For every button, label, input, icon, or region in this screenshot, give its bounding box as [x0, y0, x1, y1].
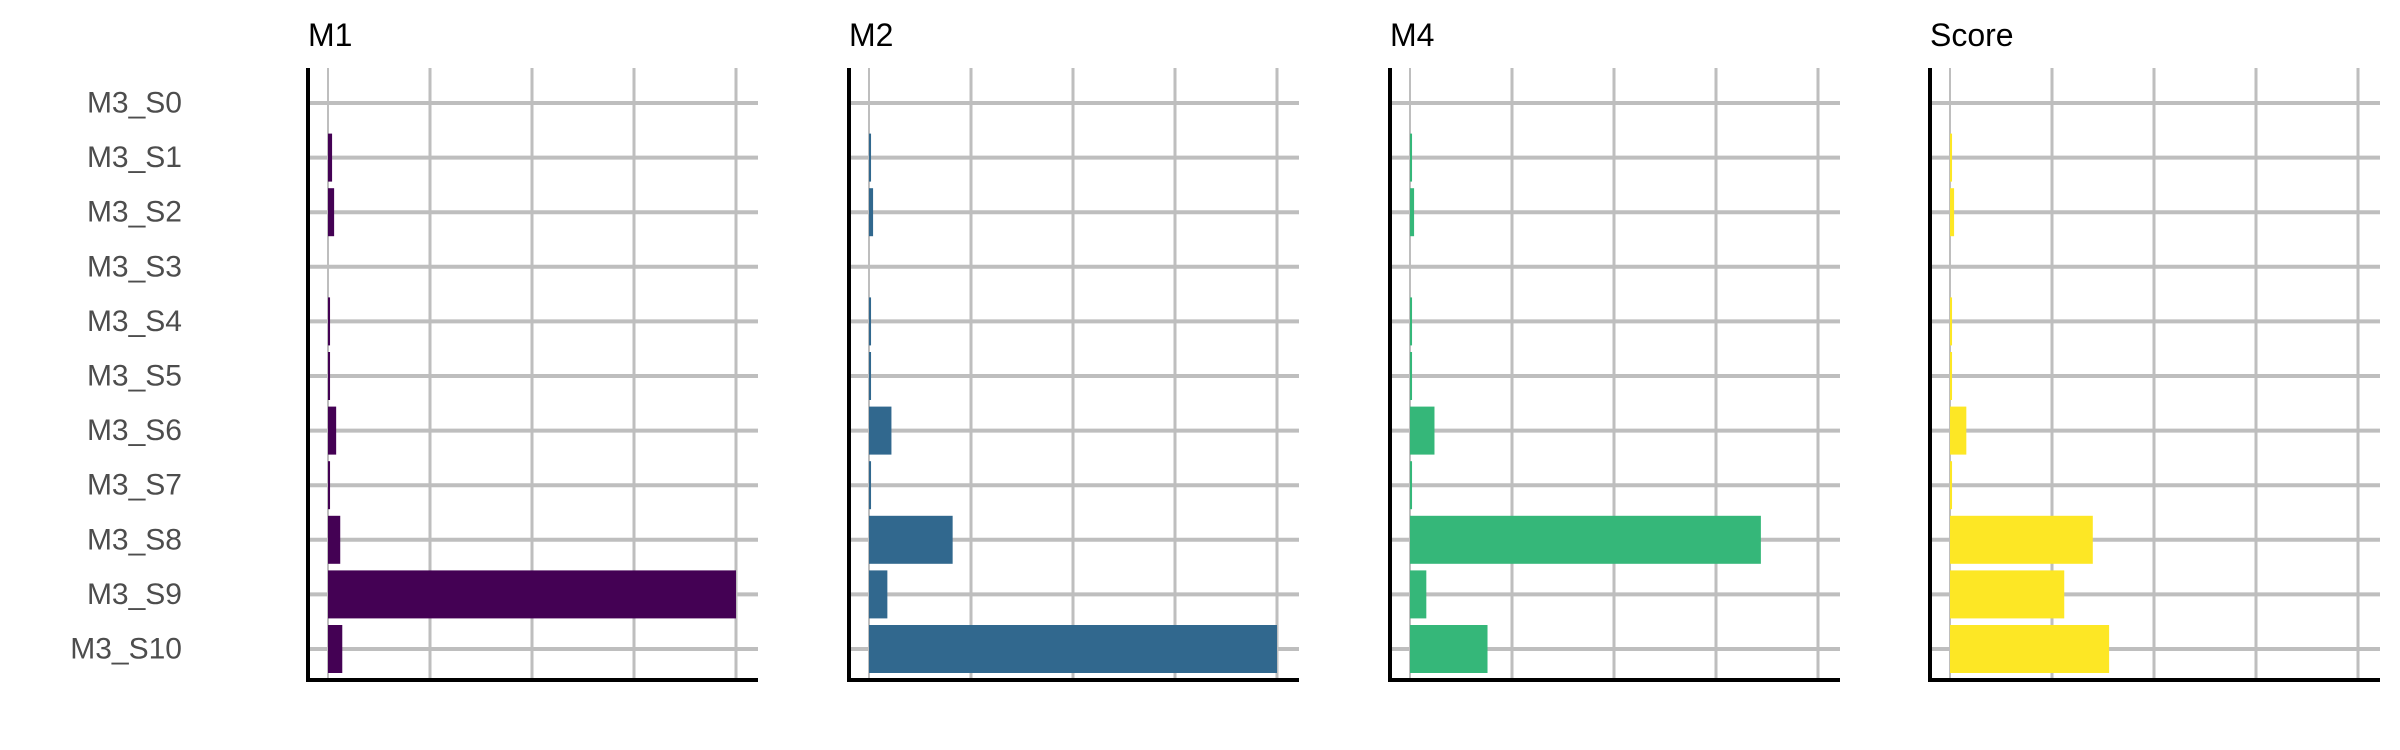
bar-m4-m3_s1 [1410, 133, 1413, 182]
panel-title: M4 [1390, 17, 1434, 53]
panel-m4: M4 [1388, 17, 1840, 682]
category-label: M3_S1 [87, 141, 182, 174]
category-label: M3_S0 [87, 87, 182, 120]
category-label: M3_S3 [87, 250, 182, 283]
bar-score-m3_s5 [1950, 352, 1953, 400]
bar-score-m3_s10 [1950, 625, 2110, 673]
panel-m2: M2 [847, 17, 1299, 682]
bar-m4-m3_s9 [1410, 570, 1427, 619]
bar-m4-m3_s10 [1410, 625, 1488, 673]
bar-score-m3_s8 [1950, 515, 2093, 564]
panel-m1: M1 [306, 17, 758, 682]
category-label: M3_S2 [87, 196, 182, 229]
bar-m4-m3_s7 [1410, 461, 1413, 510]
bar-m4-m3_s8 [1410, 515, 1761, 564]
category-label: M3_S8 [87, 523, 182, 556]
bar-m4-m3_s6 [1410, 406, 1435, 455]
bar-m2-m3_s4 [869, 297, 872, 346]
bar-m1-m3_s6 [328, 406, 337, 455]
bar-m4-m3_s2 [1410, 188, 1415, 237]
category-label: M3_S6 [87, 414, 182, 447]
panel-title: M2 [849, 17, 893, 53]
bar-m1-m3_s10 [328, 625, 343, 673]
chart-panels: M1 M2 M4 Score [306, 17, 2380, 682]
bar-m1-m3_s9 [328, 570, 736, 619]
bar-m2-m3_s1 [869, 133, 872, 182]
bar-m2-m3_s7 [869, 461, 872, 510]
bar-m1-m3_s5 [328, 352, 331, 400]
bar-m2-m3_s5 [869, 352, 872, 400]
bar-m2-m3_s6 [869, 406, 892, 455]
bar-m1-m3_s4 [328, 297, 331, 346]
bar-m2-m3_s8 [869, 515, 953, 564]
bar-score-m3_s1 [1950, 133, 1953, 182]
bar-m1-m3_s8 [328, 515, 341, 564]
bar-score-m3_s2 [1950, 188, 1955, 237]
category-label: M3_S4 [87, 305, 182, 338]
bar-m2-m3_s9 [869, 570, 888, 619]
bar-score-m3_s7 [1950, 461, 1953, 510]
bar-m2-m3_s10 [869, 625, 1277, 673]
category-label: M3_S5 [87, 360, 182, 393]
category-labels: M3_S0 M3_S1 M3_S2 M3_S3 M3_S4 M3_S5 M3_S6 M3_S7… [70, 87, 182, 666]
panel-title: Score [1930, 17, 2014, 53]
bar-score-m3_s9 [1950, 570, 2065, 619]
bar-m2-m3_s2 [869, 188, 874, 237]
category-label: M3_S9 [87, 578, 182, 611]
bar-m4-m3_s4 [1410, 297, 1413, 346]
bar-m4-m3_s5 [1410, 352, 1413, 400]
panel-score: Score [1928, 17, 2380, 682]
bar-m1-m3_s7 [328, 461, 331, 510]
panel-title: M1 [308, 17, 352, 53]
category-label: M3_S7 [87, 469, 182, 502]
bar-m1-m3_s1 [328, 133, 333, 182]
bar-score-m3_s6 [1950, 406, 1967, 455]
bar-m1-m3_s2 [328, 188, 335, 237]
category-label: M3_S10 [70, 633, 182, 666]
bar-score-m3_s4 [1950, 297, 1953, 346]
